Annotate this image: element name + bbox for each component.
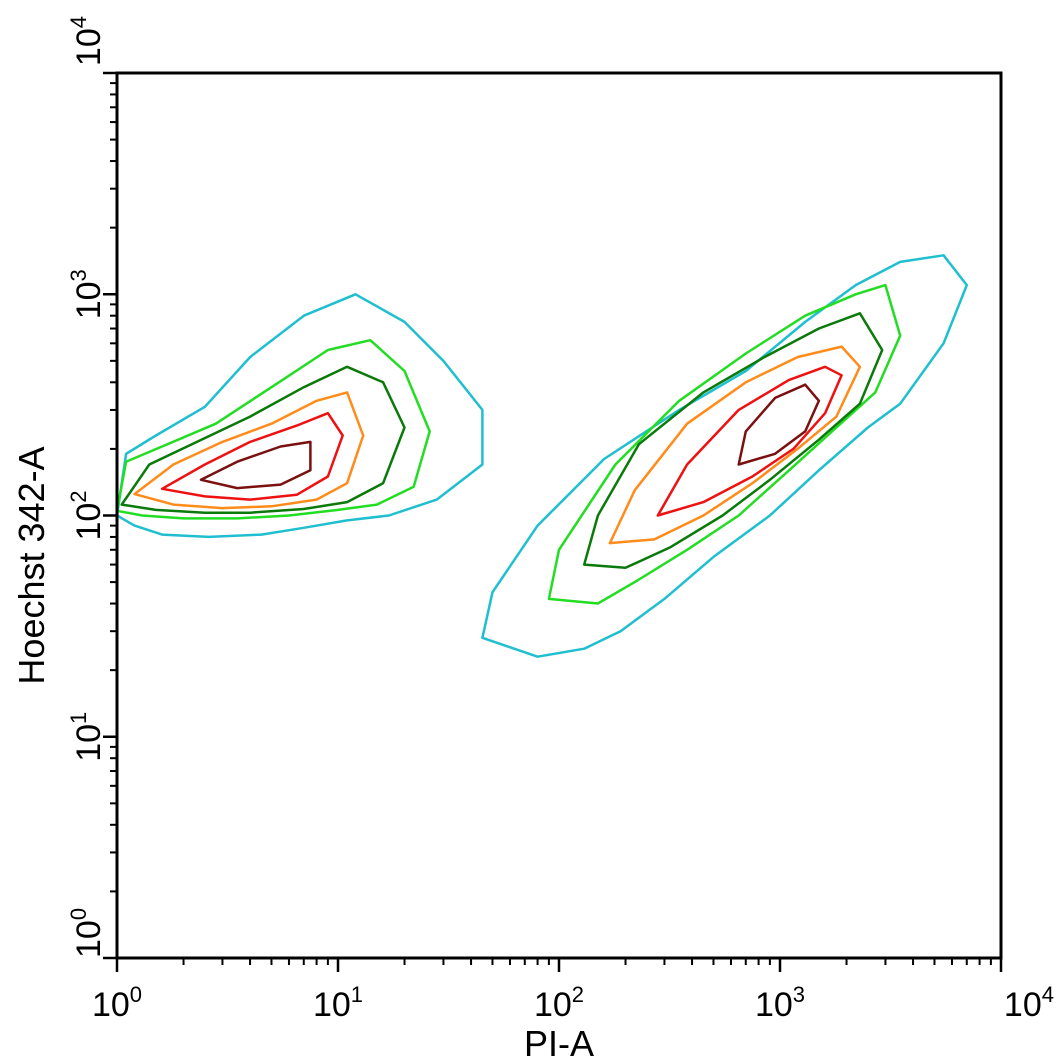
contour-cluster-1-level-1: [115, 293, 484, 539]
tick-layer: 100 101 102 103 104 100 101 102 103 104: [66, 16, 1054, 1024]
contour-cluster-2-level-5: [656, 365, 843, 517]
y-tick-label: 100: [66, 908, 108, 958]
contour-cluster-1-level-3: [120, 365, 406, 514]
contour-cluster-1-level-6: [199, 440, 312, 490]
y-tick-label: 101: [66, 712, 108, 762]
contour-cluster-1-level-2: [115, 338, 431, 520]
x-tick-label: 103: [755, 982, 805, 1024]
y-tick-label: 102: [66, 490, 108, 540]
x-tick-label: 104: [1004, 982, 1054, 1024]
plot-frame: [115, 71, 1003, 960]
contour-cluster-1-level-4: [133, 391, 365, 510]
y-tick-label: 103: [66, 269, 108, 319]
contour-layer: [115, 254, 969, 658]
x-tick-label: 101: [313, 982, 363, 1024]
contour-cluster-2-level-3: [582, 312, 884, 570]
x-axis-label: PI-A: [524, 1023, 594, 1064]
y-tick-label: 104: [66, 16, 108, 66]
contour-cluster-2-level-1: [481, 254, 969, 658]
contour-cluster-1-level-5: [160, 411, 344, 501]
x-tick-label: 100: [92, 982, 142, 1024]
contour-cluster-2-level-4: [608, 345, 862, 545]
x-tick-label: 102: [534, 982, 584, 1024]
contour-cluster-2-level-6: [737, 383, 821, 466]
contour-cluster-2-level-2: [547, 283, 902, 605]
y-axis-label: Hoechst 342-A: [11, 446, 52, 684]
